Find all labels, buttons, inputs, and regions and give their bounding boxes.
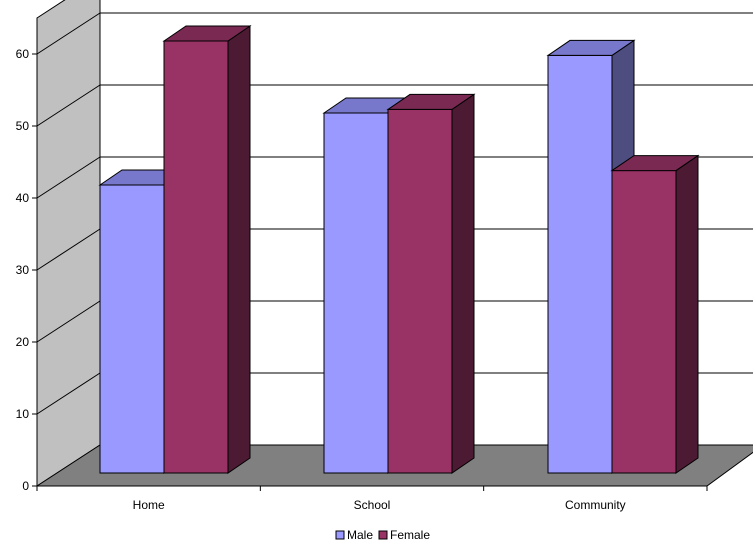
bar-female-side — [451, 93, 475, 474]
y-tick-label: 10 — [16, 407, 30, 421]
gridline-side — [36, 372, 101, 415]
legend: Male Female — [335, 528, 430, 542]
bar-male-top — [546, 39, 636, 56]
bar-female-top — [610, 155, 700, 172]
gridline-side — [36, 300, 101, 343]
x-axis: Home School Community — [36, 485, 708, 512]
bar-male-front — [323, 112, 389, 474]
gridline-side — [36, 228, 101, 271]
bar-female-front — [163, 40, 229, 474]
side-wall — [36, 0, 101, 487]
legend-swatch-female — [378, 530, 388, 540]
y-tick-label: 30 — [16, 263, 30, 277]
gridline-side — [36, 12, 101, 55]
legend-label-male: Male — [347, 528, 373, 542]
bar-male-front — [547, 54, 613, 474]
y-tick-label: 20 — [16, 335, 30, 349]
bar-female-front — [387, 108, 453, 474]
bar-female-side — [227, 25, 251, 474]
legend-swatch-male — [335, 530, 345, 540]
x-tick-label: School — [354, 498, 391, 512]
x-tick-label: Community — [565, 498, 626, 512]
bar-female-front — [611, 170, 677, 474]
bar-female-top — [386, 93, 476, 110]
y-tick-label: 0 — [22, 479, 29, 493]
chart-bars — [98, 25, 700, 474]
y-axis: 0 10 20 30 40 50 60 — [16, 44, 38, 493]
y-tick-label: 60 — [16, 47, 30, 61]
bar-male-front — [99, 184, 165, 474]
gridline-side — [36, 156, 101, 199]
gridline-side — [36, 84, 101, 127]
y-tick-label: 40 — [16, 191, 30, 205]
legend-label-female: Female — [390, 528, 430, 542]
y-tick-label: 50 — [16, 119, 30, 133]
bar-female-top — [162, 25, 252, 42]
bar-female-side — [675, 154, 699, 474]
x-tick-label: Home — [133, 498, 165, 512]
